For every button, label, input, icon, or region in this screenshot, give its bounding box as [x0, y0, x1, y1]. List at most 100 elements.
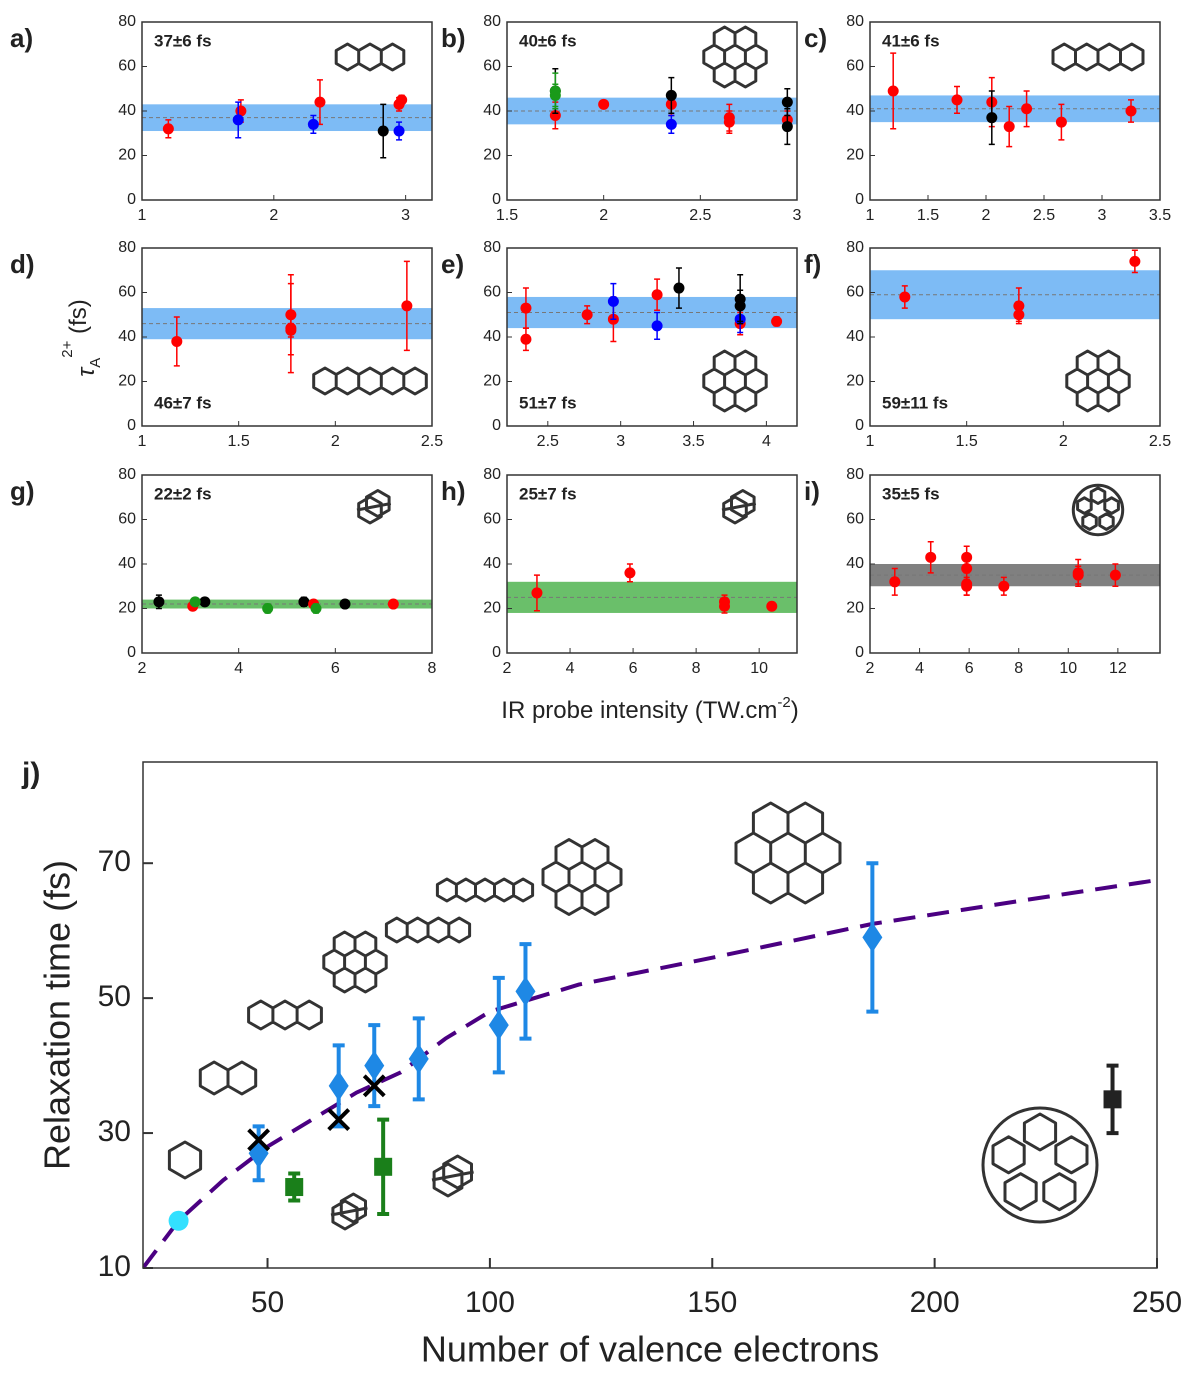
marker [374, 1157, 393, 1176]
marker [298, 596, 310, 608]
y-axis-label: Relaxation time (fs) [37, 860, 78, 1170]
plot-area [549, 67, 793, 146]
marker [168, 1210, 189, 1231]
marker [951, 94, 963, 106]
marker [961, 580, 973, 592]
band [142, 599, 432, 609]
molecule-icon [991, 1112, 1089, 1212]
panel-label: a) [10, 23, 33, 53]
marker [531, 587, 543, 599]
plot-area [887, 52, 1137, 148]
y-tick-label: 20 [483, 600, 501, 617]
x-tick-label: 100 [465, 1286, 515, 1319]
panel-label: i) [804, 476, 820, 506]
marker [607, 295, 619, 307]
y-tick-label: 0 [127, 191, 136, 208]
y-tick-label: 20 [846, 600, 864, 617]
y-tick-label: 80 [118, 13, 136, 30]
molecule-icon [322, 930, 388, 994]
y-tick-label: 60 [483, 58, 501, 75]
molecule-icon [702, 25, 768, 89]
molecule-icon [167, 1140, 203, 1180]
y-label-sub: A [87, 358, 104, 368]
y-tick-label: 20 [846, 147, 864, 164]
y-tick-label: 20 [118, 373, 136, 390]
y-tick-label: 60 [483, 284, 501, 301]
y-tick-label: 0 [492, 191, 501, 208]
y-tick-label: 40 [483, 102, 501, 119]
x-tick-label: 2.5 [689, 207, 711, 224]
marker [285, 1178, 304, 1197]
x-tick-label: 6 [629, 660, 638, 677]
y-tick-label: 0 [127, 417, 136, 434]
y-label-unit: (fs) [65, 299, 92, 340]
x-tick-label: 4 [762, 433, 771, 450]
x-tick-label: 3 [793, 207, 802, 224]
y-tick-label: 20 [118, 147, 136, 164]
plot-frame [141, 474, 433, 654]
plot-area [143, 861, 1157, 1268]
x-tick-label: 2 [599, 207, 608, 224]
marker [328, 1070, 349, 1101]
molecule-icon [356, 489, 392, 525]
x-tick-label: 8 [428, 660, 437, 677]
y-tick-label: 0 [492, 644, 501, 661]
y-tick-label: 60 [118, 284, 136, 301]
x-tick-label: 1.5 [228, 433, 250, 450]
plot-frame [141, 247, 433, 427]
y-tick-label: 60 [846, 58, 864, 75]
y-tick-label: 80 [483, 13, 501, 30]
marker [162, 123, 174, 135]
molecule-icon [330, 1192, 368, 1231]
marker [310, 603, 322, 614]
x-tick-label: 50 [251, 1286, 284, 1319]
x-tick-label: 4 [566, 660, 575, 677]
marker [339, 598, 351, 610]
x-tick-label: 3 [616, 433, 625, 450]
y-tick-label: 20 [846, 373, 864, 390]
marker [1003, 121, 1015, 133]
marker [651, 320, 663, 332]
molecule-icon [312, 366, 428, 396]
x-tick-label: 2.5 [1149, 433, 1171, 450]
panel-label: e) [441, 249, 464, 279]
x-tick-label: 10 [1059, 660, 1077, 677]
marker [408, 1043, 429, 1074]
marker [232, 114, 244, 126]
marker [781, 121, 793, 133]
y-tick-label: 60 [846, 284, 864, 301]
annotation: 35±5 fs [882, 484, 940, 503]
marker [771, 315, 783, 327]
molecule-icon [247, 999, 323, 1031]
marker [364, 1050, 385, 1081]
molecule-icon [384, 916, 472, 944]
y-tick-label: 60 [846, 511, 864, 528]
annotation: 59±11 fs [882, 393, 948, 412]
marker [153, 596, 165, 608]
x-tick-label: 2 [269, 207, 278, 224]
x-tick-label: 2.5 [421, 433, 443, 450]
plot-area [162, 79, 408, 159]
y-tick-label: 40 [118, 555, 136, 572]
marker [488, 1010, 509, 1041]
marker [327, 1108, 351, 1131]
marker [362, 1074, 386, 1098]
x-tick-label: 2 [503, 660, 512, 677]
marker [986, 112, 998, 124]
molecule-icon [1076, 486, 1120, 531]
marker [723, 116, 735, 128]
marker [889, 576, 901, 588]
x-tick-label: 1 [138, 207, 147, 224]
x-tick-label: 200 [910, 1286, 960, 1319]
annotation: 51±7 fs [519, 393, 577, 412]
marker [396, 94, 408, 106]
y-tick-label: 80 [483, 239, 501, 256]
marker [581, 309, 593, 321]
annotation: 40±6 fs [519, 31, 577, 50]
molecule-icon [1065, 349, 1131, 413]
x-tick-label: 6 [331, 660, 340, 677]
marker [899, 291, 911, 303]
marker [314, 96, 326, 108]
y-tick-label: 80 [483, 466, 501, 483]
y-label-symbol: τ [73, 366, 100, 377]
